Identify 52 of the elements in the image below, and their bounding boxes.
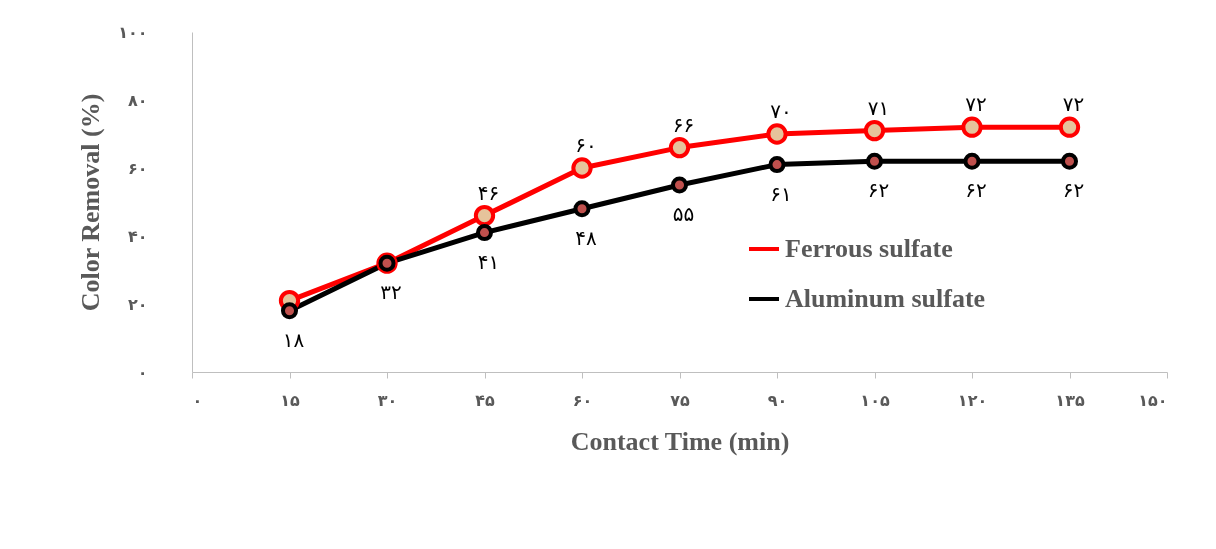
point (668, 136, 691, 159)
point (1060, 152, 1079, 170)
data-label: ۷۲ (1062, 92, 1085, 117)
y-tick-label: ۶۰ (127, 158, 148, 178)
x-axis-title: Contact Time (min) (570, 426, 790, 456)
data-label: ۷۲ (965, 92, 987, 117)
y-tick-label: ۴۰ (127, 226, 148, 246)
data-label: ۵۵ (672, 202, 695, 226)
x-tick-label: ۱۳۵ (1055, 390, 1085, 410)
point (863, 119, 886, 142)
data-label: ۶۲ (1062, 178, 1085, 203)
data-label: ۴۸ (575, 225, 597, 250)
x-tick-label: ۱۰۵ (860, 390, 890, 410)
data-label: ۷۰ (770, 99, 792, 123)
x-tick-label: ۹۰ (767, 390, 788, 410)
y-tick-label: ۸۰ (127, 90, 148, 110)
x-tick-label: ۱۵ (280, 390, 300, 410)
data-label: ۶۰ (575, 133, 597, 157)
point (768, 156, 786, 174)
point (571, 157, 593, 179)
point (573, 200, 591, 218)
x-tick-label: ۰ (192, 390, 203, 410)
point (473, 204, 496, 227)
data-label: ۴۱ (477, 249, 500, 274)
data-label: ۳۲ (380, 280, 402, 305)
point (865, 152, 884, 170)
point (670, 176, 689, 194)
data-label: ۶۶ (672, 112, 695, 137)
point (963, 152, 981, 170)
point (280, 302, 299, 320)
data-label: ۴۶ (477, 180, 500, 205)
y-tick-label: ۲۰ (127, 294, 148, 314)
point (961, 116, 983, 138)
x-tick-label: ۷۵ (670, 390, 690, 410)
point (475, 224, 494, 242)
x-tick-label: ۱۲۰ (957, 390, 988, 410)
data-label: ۶۲ (867, 178, 890, 203)
x-tick-label: ۱۵۰ (1138, 390, 1168, 410)
data-label: ۱۸ (282, 327, 305, 352)
legend-label: Aluminum sulfate (785, 284, 986, 313)
x-tick-label: ۶۰ (572, 390, 593, 410)
data-label: ۶۲ (965, 178, 987, 203)
point (1058, 116, 1081, 138)
legend-label: Ferrous sulfate (785, 234, 953, 263)
y-tick-label: ۱۰۰ (118, 22, 148, 42)
x-tick-label: ۳۰ (377, 390, 398, 410)
y-tick-label: ۰ (137, 362, 148, 382)
point (766, 123, 788, 145)
x-tick-label: ۴۵ (475, 390, 495, 410)
data-label: ۶۱ (770, 181, 792, 206)
y-axis-title: Color Removal (%) (76, 93, 106, 312)
data-label: ۷۱ (867, 95, 890, 120)
